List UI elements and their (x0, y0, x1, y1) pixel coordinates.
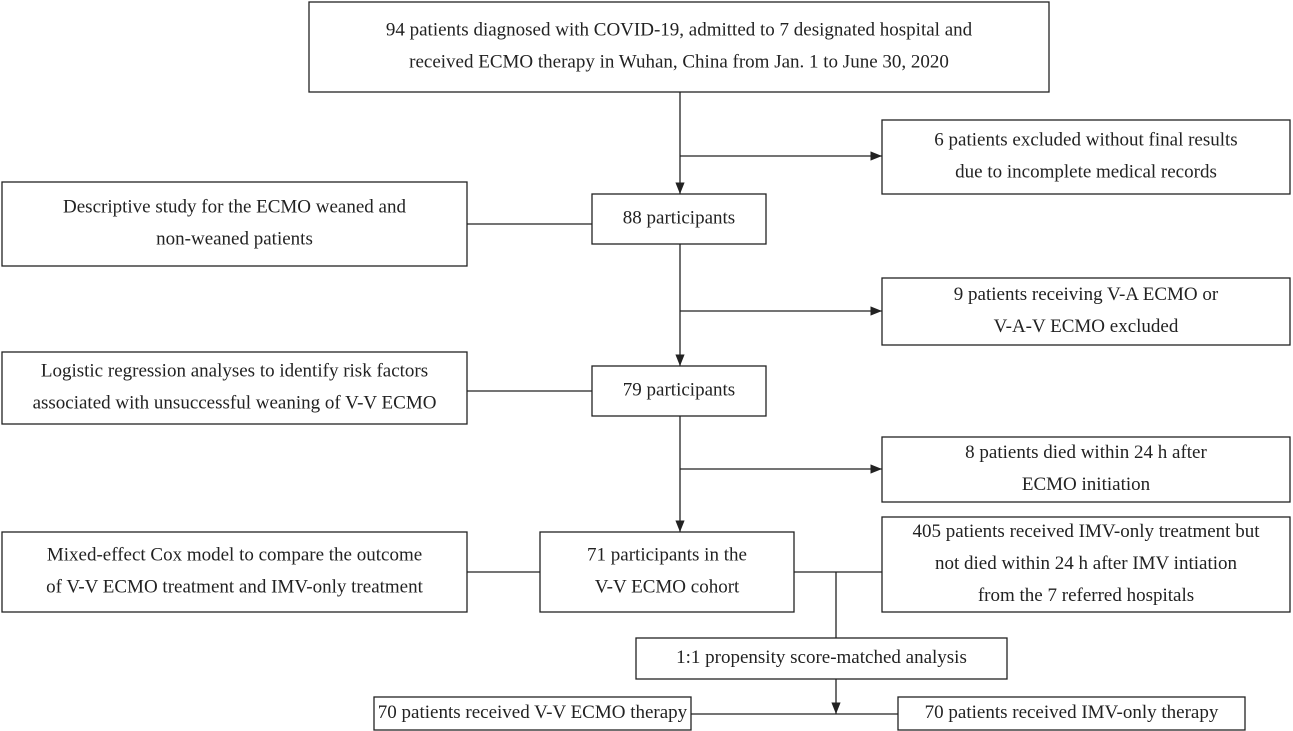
node-text: from the 7 referred hospitals (978, 585, 1194, 606)
node-text: 405 patients received IMV-only treatment… (912, 521, 1260, 542)
node-box (539, 531, 795, 613)
node-text: 88 participants (623, 207, 735, 228)
node-text: V-A-V ECMO excluded (994, 316, 1179, 337)
node-box (897, 696, 1246, 731)
node-box (308, 1, 1050, 93)
node-text: 71 participants in the (587, 544, 747, 565)
node-text: 1:1 propensity score-matched analysis (676, 647, 967, 668)
node-text: due to incomplete medical records (955, 161, 1217, 182)
node-box (1, 181, 468, 267)
node-text: 70 patients received IMV-only therapy (925, 702, 1219, 723)
connectors (467, 92, 898, 715)
node-text: of V-V ECMO treatment and IMV-only treat… (46, 576, 424, 597)
node-text: 6 patients excluded without final result… (934, 129, 1237, 150)
node-box (881, 516, 1291, 613)
node-text: associated with unsuccessful weaning of … (33, 392, 437, 413)
node-text: 70 patients received V-V ECMO therapy (378, 702, 688, 723)
node-box (1, 351, 468, 425)
node-text: Logistic regression analyses to identify… (41, 360, 428, 381)
node-box (881, 277, 1291, 346)
node-box (635, 637, 1008, 680)
node-box (591, 365, 767, 417)
node-text: 94 patients diagnosed with COVID-19, adm… (386, 19, 973, 40)
node-box (1, 531, 468, 613)
node-text: 79 participants (623, 379, 735, 400)
node-box (881, 436, 1291, 503)
node-text: non-weaned patients (156, 228, 313, 249)
node-box (881, 119, 1291, 195)
node-text: not died within 24 h after IMV intiation (935, 553, 1238, 574)
node-text: received ECMO therapy in Wuhan, China fr… (409, 51, 949, 72)
node-box (373, 696, 692, 731)
node-text: Descriptive study for the ECMO weaned an… (63, 196, 406, 217)
node-text: Mixed-effect Cox model to compare the ou… (47, 544, 422, 565)
node-text: 8 patients died within 24 h after (965, 442, 1207, 463)
node-text: ECMO initiation (1022, 474, 1151, 495)
node-box (591, 193, 767, 245)
node-text: V-V ECMO cohort (595, 576, 740, 597)
node-text: 9 patients receiving V-A ECMO or (954, 284, 1219, 305)
